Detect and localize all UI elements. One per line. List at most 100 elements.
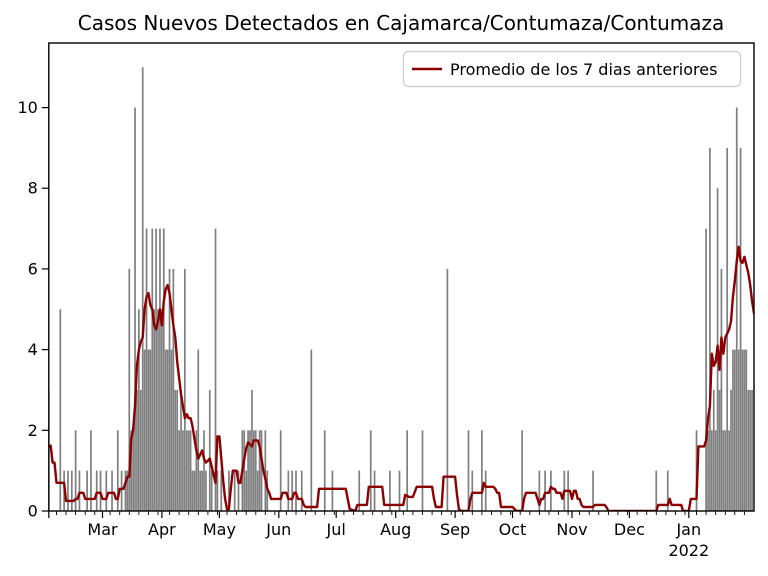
daily-cases-bar xyxy=(295,470,297,511)
daily-cases-bar xyxy=(245,470,248,511)
daily-cases-bar xyxy=(714,430,717,511)
daily-cases-bar xyxy=(201,470,203,511)
seven-day-average-line-group xyxy=(48,245,755,511)
x-tick-label: Jul xyxy=(326,520,346,539)
daily-cases-bar xyxy=(710,430,713,511)
daily-cases-bar xyxy=(180,389,182,511)
daily-cases-bar xyxy=(655,470,658,511)
daily-cases-bar xyxy=(134,107,136,511)
daily-cases-bar xyxy=(120,470,123,511)
daily-cases-bar xyxy=(90,430,92,511)
daily-cases-bar xyxy=(153,309,156,511)
daily-cases-bar xyxy=(216,470,219,511)
daily-cases-bar xyxy=(745,349,748,511)
daily-cases-bars xyxy=(48,67,753,511)
x-tick-label: May xyxy=(203,520,236,539)
daily-cases-bar xyxy=(161,309,163,511)
daily-cases-bar xyxy=(126,470,129,511)
daily-cases-bar xyxy=(739,147,742,511)
daily-cases-bar xyxy=(184,268,186,511)
daily-cases-bar xyxy=(291,470,294,511)
daily-cases-bar xyxy=(210,470,213,511)
daily-cases-bar xyxy=(709,147,711,511)
daily-cases-bar xyxy=(735,107,738,511)
daily-cases-bar xyxy=(373,470,376,511)
daily-cases-bar xyxy=(254,430,257,511)
daily-cases-bar xyxy=(256,470,259,511)
daily-cases-bar xyxy=(74,430,77,511)
daily-cases-bar xyxy=(228,470,230,511)
daily-cases-bar xyxy=(484,470,487,511)
daily-cases-bar xyxy=(733,349,736,511)
x-tick-label: Sep xyxy=(440,520,470,539)
seven-day-average-line xyxy=(48,245,755,511)
daily-cases-bar xyxy=(155,228,157,511)
daily-cases-bar xyxy=(130,430,133,511)
daily-cases-bar xyxy=(705,228,707,511)
daily-cases-bar xyxy=(197,349,200,511)
daily-cases-bar xyxy=(264,430,267,511)
daily-cases-bar xyxy=(730,389,732,511)
daily-cases-bar xyxy=(406,430,408,511)
daily-cases-bar xyxy=(446,268,449,511)
y-tick-label: 8 xyxy=(28,179,38,198)
daily-cases-bar xyxy=(666,470,669,511)
daily-cases-bar xyxy=(141,67,144,511)
daily-cases-bar xyxy=(237,470,240,511)
daily-cases-bar xyxy=(111,470,113,511)
daily-cases-bar xyxy=(279,430,282,511)
daily-cases-bar xyxy=(724,430,727,511)
daily-cases-bar xyxy=(132,430,134,511)
x-tick-label: Dec xyxy=(614,520,645,539)
daily-cases-bar xyxy=(544,470,546,511)
daily-cases-bar xyxy=(164,349,167,511)
daily-cases-bar xyxy=(722,430,725,511)
daily-cases-bar xyxy=(67,470,69,511)
daily-cases-bar xyxy=(720,268,723,511)
daily-cases-bar xyxy=(358,470,361,511)
daily-cases-bar xyxy=(199,470,202,511)
daily-cases-bar xyxy=(747,389,750,511)
daily-cases-bar xyxy=(737,349,740,511)
x-tick-label: Mar xyxy=(87,520,118,539)
daily-cases-bar xyxy=(252,430,255,511)
daily-cases-bar xyxy=(187,430,190,511)
daily-cases-bar xyxy=(220,470,223,511)
daily-cases-bar xyxy=(157,309,159,511)
axis-ticks: Mar Apr May Jun Jul Aug Sep Oct Nov Dec Jan 2022 0 2 4… xyxy=(17,98,745,560)
daily-cases-bar xyxy=(712,389,715,511)
daily-cases-bar xyxy=(195,430,198,511)
daily-cases-bar xyxy=(185,430,188,511)
daily-cases-bar xyxy=(323,430,326,511)
daily-cases-bar xyxy=(467,430,470,511)
daily-cases-bar xyxy=(176,389,179,511)
y-tick-label: 6 xyxy=(28,259,38,278)
daily-cases-bar xyxy=(159,228,161,511)
daily-cases-bar xyxy=(749,389,752,511)
daily-cases-bar xyxy=(398,470,401,511)
daily-cases-bar xyxy=(170,349,173,511)
legend-label: Promedio de los 7 dias anteriores xyxy=(450,60,717,79)
y-tick-label: 2 xyxy=(28,421,38,440)
x-tick-label: Jun xyxy=(265,520,291,539)
daily-cases-bar xyxy=(86,470,88,511)
daily-cases-bar xyxy=(214,228,217,511)
daily-cases-bar xyxy=(178,430,180,511)
daily-cases-bar xyxy=(389,470,391,511)
legend-box xyxy=(402,50,742,88)
daily-cases-bar xyxy=(168,268,171,511)
daily-cases-bar xyxy=(743,349,746,511)
daily-cases-bar xyxy=(260,430,263,511)
y-tick-label: 4 xyxy=(28,340,38,359)
daily-cases-bar xyxy=(149,349,152,511)
x-tick-label: Aug xyxy=(380,520,411,539)
daily-cases-bar xyxy=(726,147,729,511)
daily-cases-bar xyxy=(78,470,81,511)
daily-cases-bar xyxy=(174,389,177,511)
x-tick-year-label: 2022 xyxy=(668,541,709,560)
daily-cases-bar xyxy=(95,470,98,511)
daily-cases-bar xyxy=(99,470,102,511)
daily-cases-bar xyxy=(421,430,424,511)
daily-cases-bar xyxy=(538,470,541,511)
